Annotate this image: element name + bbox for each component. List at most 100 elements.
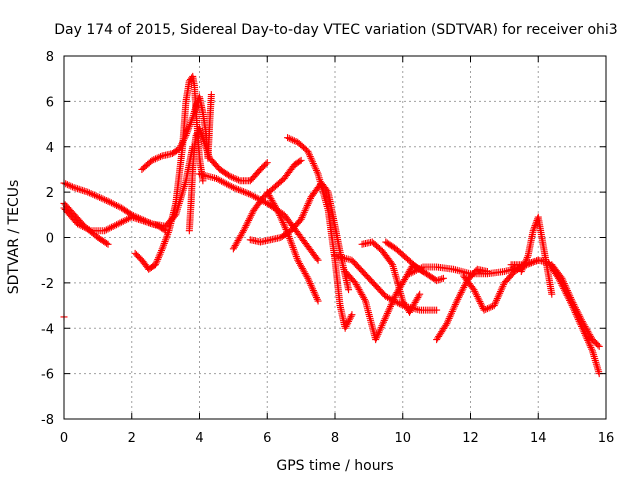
data-point [590,353,598,361]
data-point [313,295,321,303]
data-point [439,274,447,282]
data-point [485,304,493,312]
data-point [141,218,149,226]
data-point [180,182,188,190]
data-point [447,311,455,319]
data-point [156,250,164,258]
data-point [82,224,90,232]
data-point [585,340,593,348]
data-point [180,135,188,143]
x-tick-label: 2 [128,431,136,446]
data-point [491,300,499,308]
x-tick-label: 14 [530,431,547,446]
data-point [233,175,241,183]
data-point [305,278,313,286]
x-tick-label: 4 [195,431,203,446]
x-tick-label: 6 [263,431,271,446]
data-point [498,284,506,292]
chart-title: Day 174 of 2015, Sidereal Day-to-day VTE… [54,22,617,38]
data-point [84,225,92,233]
data-point [240,225,248,233]
data-point [74,220,82,228]
y-tick-label: -6 [41,368,54,383]
x-tick-label: 16 [598,431,615,446]
data-point [207,91,215,99]
series-track [229,156,305,253]
data-point [574,309,582,317]
data-point [94,193,102,201]
data-point [572,306,580,314]
data-point [310,161,318,169]
data-point [302,205,310,213]
data-point [345,286,353,294]
data-point [415,292,423,300]
data-point [461,282,469,290]
data-point [96,193,104,201]
data-point [229,174,237,182]
data-point [380,316,388,324]
data-point [300,208,308,216]
data-point [451,301,459,309]
data-point [285,134,293,142]
data-point [75,185,83,193]
data-point [85,226,93,234]
series-track [517,213,556,298]
x-tick-label: 12 [462,431,479,446]
data-point [583,335,591,343]
data-point [341,324,349,332]
data-point [305,276,313,284]
data-point [243,220,251,228]
series-track [284,134,356,332]
series-track [341,261,427,344]
data-point [562,283,570,291]
y-tick-label: 6 [46,95,54,110]
data-point [148,156,156,164]
data-point [290,137,298,145]
data-point [103,239,111,247]
data-point [416,290,424,298]
data-point [347,312,355,320]
data-point [530,225,538,233]
data-point [301,207,309,215]
data-point [494,293,502,301]
y-tick-label: 4 [46,141,54,156]
data-point [303,273,311,281]
data-point [299,212,307,220]
data-point [131,214,139,222]
data-point [584,336,592,344]
data-point [409,268,417,276]
data-point [381,315,389,323]
data-point [238,187,246,195]
data-point [527,258,535,266]
data-point [304,200,312,208]
data-point [304,147,312,155]
data-point [240,227,248,235]
data-point [157,153,165,161]
data-point [312,165,320,173]
data-point [456,290,464,298]
data-point [133,215,141,223]
data-point [282,225,290,233]
data-point [192,131,200,139]
data-point [297,156,305,164]
data-point [390,294,398,302]
data-point [176,143,184,151]
data-point [323,187,331,195]
data-point [475,296,483,304]
data-point [153,222,161,230]
data-point [153,154,161,162]
data-point [387,302,395,310]
data-point [231,175,239,183]
data-point [157,248,165,256]
data-point [472,291,480,299]
data-point [493,295,501,303]
data-point [92,192,100,200]
data-point [104,197,112,205]
data-point [65,181,73,189]
data-point [109,200,117,208]
series-track [185,125,271,235]
series-track [433,265,491,344]
data-point [383,309,391,317]
data-point [517,268,525,276]
data-point [104,240,112,248]
